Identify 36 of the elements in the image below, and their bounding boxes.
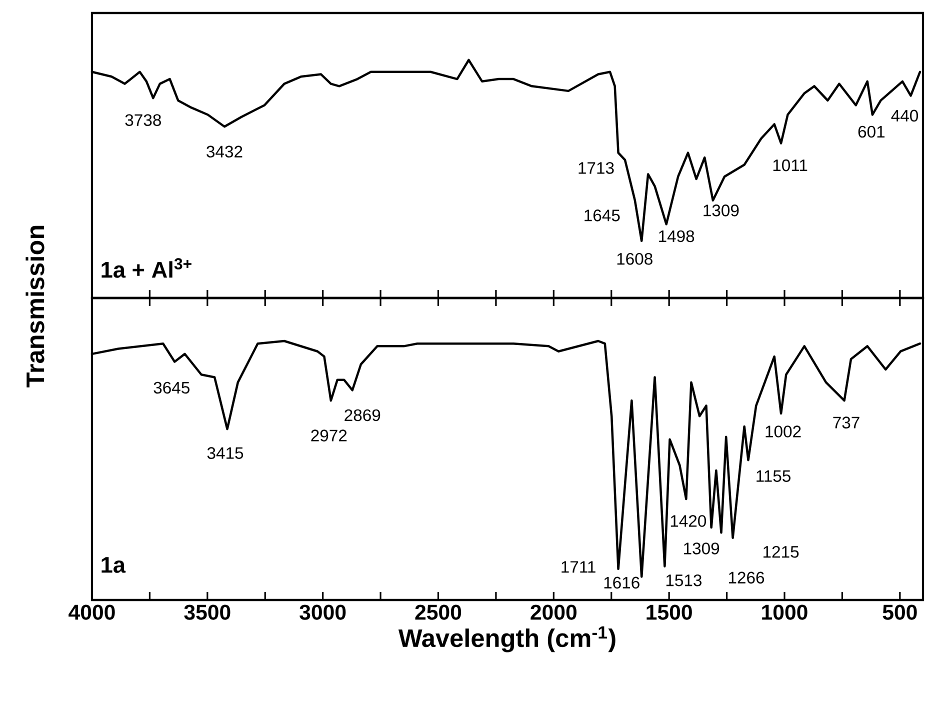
y-axis-title: Transmission (26, 226, 44, 388)
x-tick-label: 500 (882, 604, 917, 620)
annotation: 3415 (207, 447, 244, 459)
annotation: 2869 (344, 409, 380, 422)
annotation: 1711 (562, 561, 596, 573)
annotation: 1713 (578, 162, 614, 174)
annotation: 1420 (670, 515, 706, 527)
x-tick-label: 3000 (300, 604, 346, 620)
annotation: 1002 (766, 426, 801, 438)
annotation: 1498 (659, 230, 694, 242)
text: 1a + Al$^{3+}$ (102, 258, 192, 278)
annotation: 1266 (728, 572, 764, 584)
x-tick-label: 2500 (415, 604, 462, 620)
annotation: 440 (891, 110, 918, 122)
annotation: 1513 (666, 574, 702, 586)
annotation: 1645 (584, 210, 620, 222)
annotation: 1215 (764, 546, 799, 558)
x-tick-label: 4000 (68, 604, 115, 620)
annotation: 1155 (756, 470, 790, 482)
annotation: 3432 (206, 146, 242, 158)
x-tick-label: 1000 (762, 604, 808, 620)
x-tick-label: 3500 (184, 604, 230, 620)
annotation: 3738 (125, 114, 161, 126)
annotation: 1616 (604, 576, 640, 589)
annotation: 3645 (154, 382, 190, 394)
x-tick-label: 2000 (530, 604, 576, 620)
x-tick-label: 1500 (646, 604, 692, 620)
annotation: 1309 (684, 542, 720, 554)
annotation: 1608 (617, 252, 652, 265)
annotation: 601 (858, 126, 885, 138)
annotation: 1309 (704, 204, 739, 216)
annotation: 2972 (311, 430, 347, 442)
x-axis-title: Wavelength (cm$^{-1}$) (398, 626, 616, 652)
annotation: 1011 (773, 159, 808, 172)
annotation: 737 (833, 416, 860, 428)
text: 1a (102, 557, 126, 573)
